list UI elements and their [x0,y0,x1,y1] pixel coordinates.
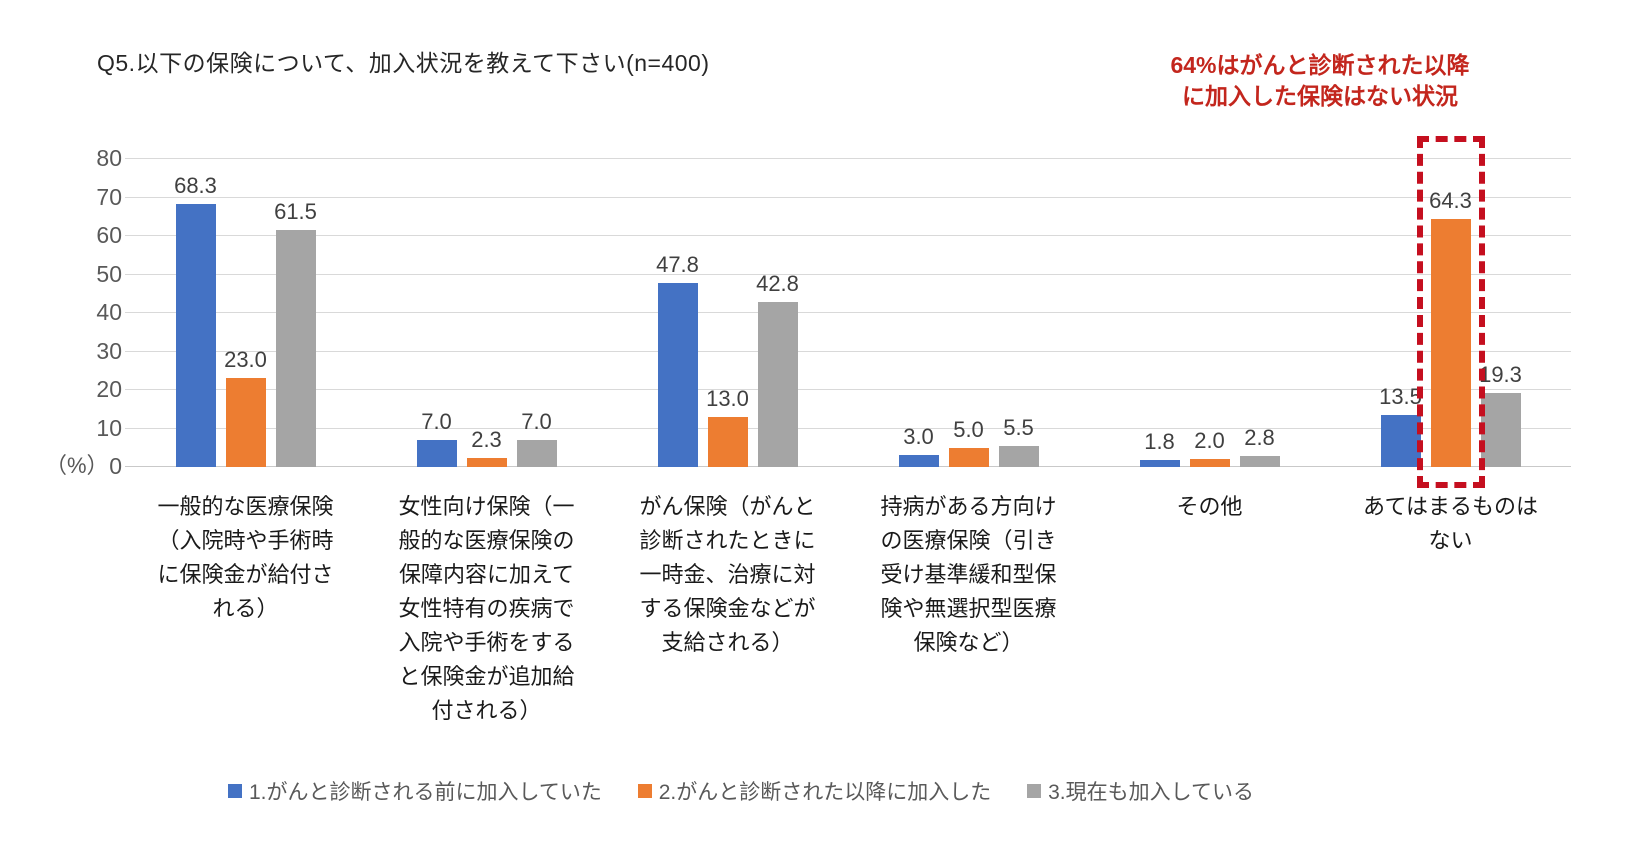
y-axis-tick-label: 10 [96,414,122,441]
bar-value-label: 64.3 [1429,188,1472,214]
category-label-text: がん保険（がんと診断されたときに一時金、治療に対する保険金などが支給される） [639,494,816,655]
bar-value-label: 47.8 [656,251,699,277]
bar-series1-cat6: 13.5 [1379,384,1422,467]
bar-value-label: 2.0 [1194,428,1225,454]
bar-series1-cat5: 1.8 [1139,429,1180,467]
y-axis-unit-label: （%） [45,453,109,478]
category-label-4: 持病がある方向けの医療保険（引き受け基準緩和型保険や無選択型医療保険など） [848,490,1089,728]
bar-value-label: 1.8 [1144,429,1175,455]
gridline [125,273,1571,275]
category-label-text: 女性向け保険（一般的な医療保険の保障内容に加えて女性特有の疾病で入院や手術をする… [398,494,575,723]
y-axis-tick-label: 70 [96,183,122,210]
category-label-2: 女性向け保険（一般的な医療保険の保障内容に加えて女性特有の疾病で入院や手術をする… [366,490,607,728]
bar-group-3: 47.8 13.0 42.8 [607,159,848,467]
bar-value-label: 5.0 [953,416,984,442]
bar-value-label: 13.0 [706,385,749,411]
bar-value-label: 3.0 [903,424,934,450]
bar-series3-cat1: 61.5 [274,199,317,467]
y-axis-tick-label: 0 [109,453,122,479]
category-label-text: あてはまるものはない [1362,494,1539,553]
bar-value-label: 2.3 [471,427,502,453]
bar-group-5: 1.8 2.0 2.8 [1089,159,1330,467]
annotation-text: 64%はがんと診断された以降 に加入した保険はない状況 [1085,50,1555,112]
category-label-1: 一般的な医療保険（入院時や手術時に保険金が給付される） [125,490,366,728]
x-axis-line [125,466,1571,467]
legend-swatch-icon [637,784,652,798]
bar-value-label: 23.0 [224,347,267,373]
annotation-line-1: 64%はがんと診断された以降 [1170,52,1470,78]
bar-series2-cat5: 2.0 [1189,428,1230,467]
bar-series1-cat1: 68.3 [174,173,217,467]
y-axis-tick-label: 40 [96,299,122,325]
bar-value-label: 5.5 [1003,414,1034,440]
category-label-text: 一般的な医療保険（入院時や手術時に保険金が給付される） [157,494,334,621]
annotation-line-2: に加入した保険はない状況 [1182,83,1458,109]
legend-label: 1.がんと診断される前に加入していた [249,781,602,804]
bar-value-label: 13.5 [1379,384,1422,410]
legend-item-1: 1.がんと診断される前に加入していた [228,776,602,806]
legend-item-3: 3.現在も加入している [1027,776,1254,806]
bar-series1-cat3: 47.8 [656,252,699,467]
highlight-dashed-box [1416,136,1485,488]
bar-value-label: 7.0 [521,409,552,435]
bar-value-label: 61.5 [274,199,317,225]
bar-series3-cat5: 2.8 [1239,425,1280,467]
category-label-3: がん保険（がんと診断されたときに一時金、治療に対する保険金などが支給される） [607,490,848,728]
legend-swatch-icon [228,784,242,798]
bar-value-label: 7.0 [421,409,452,435]
bar-series3-cat4: 5.5 [998,415,1039,467]
y-axis-tick-label: 20 [96,376,122,402]
category-axis: 一般的な医療保険（入院時や手術時に保険金が給付される） 女性向け保険（一般的な医療… [125,490,1571,728]
bar-series1-cat2: 7.0 [416,409,457,467]
bar-value-label: 19.3 [1479,361,1522,387]
chart-title: Q5.以下の保険について、加入状況を教えて下さい(n=400) [97,50,710,76]
category-label-6: あてはまるものはない [1330,490,1571,728]
y-axis-tick-label: 80 [96,145,122,171]
legend-swatch-icon [1027,784,1042,798]
legend: 1.がんと診断される前に加入していた 2.がんと診断された以降に加入した 3.現在も… [228,776,1254,806]
gridline [125,350,1571,352]
category-label-text: 持病がある方向けの医療保険（引き受け基準緩和型保険や無選択型医療保険など） [880,494,1057,655]
bar-series2-cat3: 13.0 [706,386,749,467]
y-axis-tick-label: 60 [96,222,122,248]
y-axis-tick-label: 50 [96,260,122,287]
gridline [125,158,1571,159]
gridline [125,196,1571,198]
bar-series2-cat1: 23.0 [224,347,267,467]
bar-group-6: 13.5 64.3 19.3 [1330,159,1571,467]
plot-area: 68.3 23.0 61.5 7.0 2.3 7.0 47.8 13.0 42.8 3.0 5.0 5… [125,158,1571,467]
bar-series3-cat3: 42.8 [756,271,799,467]
legend-item-2: 2.がんと診断された以降に加入した [637,776,992,806]
y-axis-tick-label: 30 [96,337,122,364]
bar-value-label: 68.3 [174,173,217,199]
bar-group-1: 68.3 23.0 61.5 [125,159,366,467]
bar-group-2: 7.0 2.3 7.0 [366,159,607,467]
bar-group-4: 3.0 5.0 5.5 [848,159,1089,467]
bar-series2-cat2: 2.3 [466,427,507,467]
bar-series2-cat4: 5.0 [948,417,989,467]
gridline [125,427,1571,429]
bar-value-label: 42.8 [756,271,799,297]
legend-label: 2.がんと診断された以降に加入した [658,781,992,804]
gridline [125,235,1571,236]
legend-label: 3.現在も加入している [1048,781,1254,804]
bar-series2-cat6: 64.3 [1429,188,1472,467]
category-label-5: その他 [1089,490,1330,728]
bar-series3-cat2: 7.0 [516,409,557,467]
bar-series3-cat6: 19.3 [1479,362,1522,467]
gridline [125,312,1571,313]
gridline [125,389,1571,390]
category-label-text: その他 [1176,494,1243,519]
bar-series1-cat4: 3.0 [898,424,939,467]
bar-value-label: 2.8 [1244,425,1275,451]
